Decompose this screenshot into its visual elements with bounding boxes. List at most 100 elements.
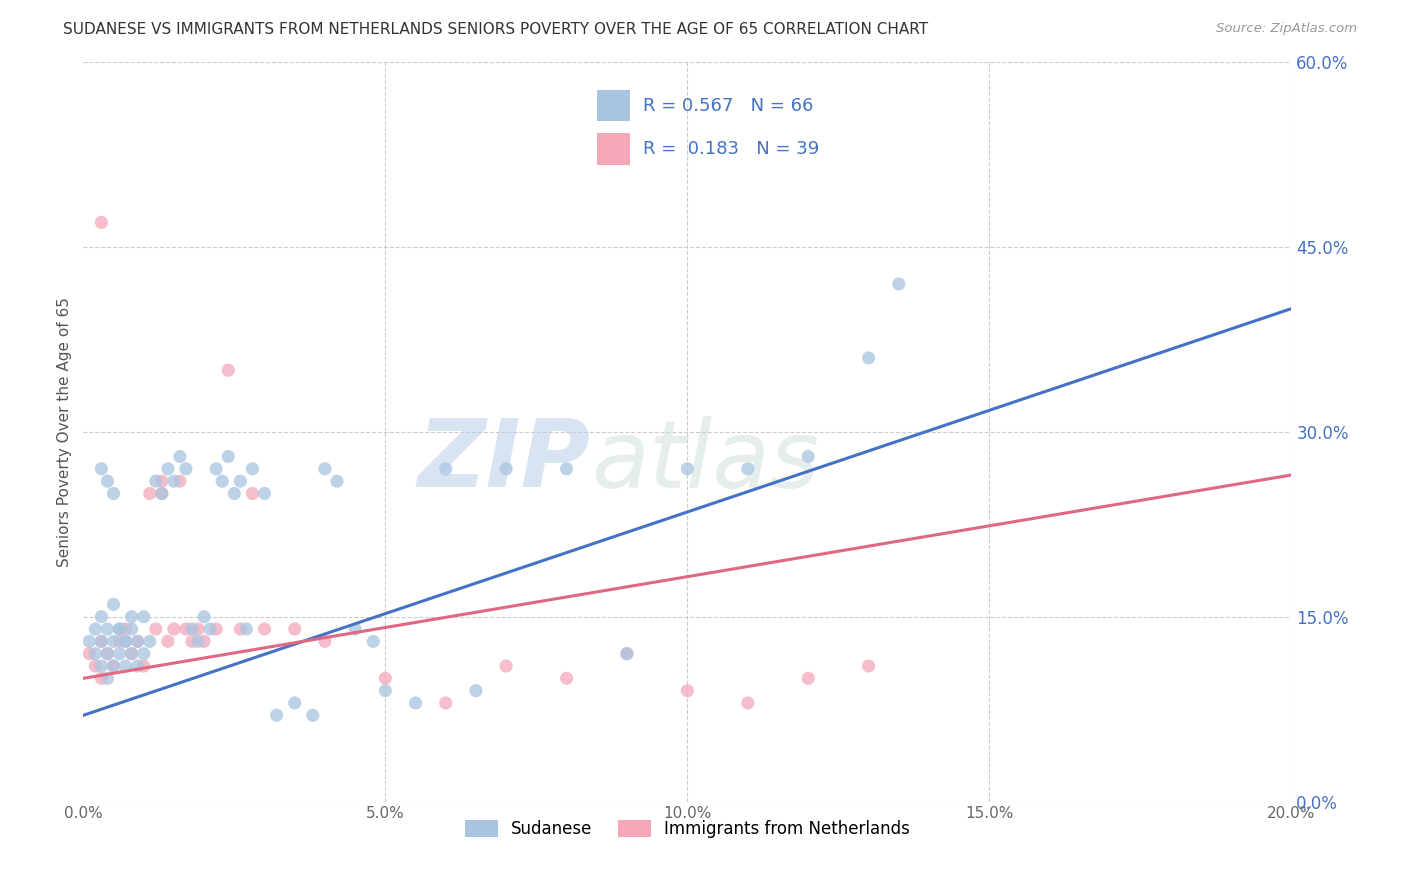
Point (96, 622, 118, 636)
Point (121, 622, 143, 636)
Point (132, 647, 155, 661)
Point (108, 647, 131, 661)
Point (465, 683, 488, 698)
Point (103, 634, 125, 648)
Point (103, 486, 125, 500)
Point (156, 634, 179, 648)
Legend: Sudanese, Immigrants from Netherlands: Sudanese, Immigrants from Netherlands (458, 814, 917, 845)
Point (132, 659, 155, 673)
Point (139, 634, 162, 648)
FancyBboxPatch shape (596, 133, 630, 164)
Point (217, 450, 239, 464)
Point (344, 622, 367, 636)
FancyBboxPatch shape (596, 89, 630, 121)
Point (326, 474, 349, 488)
Point (405, 696, 427, 710)
Point (676, 462, 699, 476)
Point (314, 634, 336, 648)
Point (198, 622, 221, 636)
Point (229, 622, 252, 636)
Y-axis label: Seniors Poverty Over the Age of 65: Seniors Poverty Over the Age of 65 (58, 297, 72, 566)
Point (169, 450, 191, 464)
Point (90, 462, 112, 476)
Point (434, 696, 457, 710)
Point (169, 474, 191, 488)
Point (90, 215, 112, 229)
Point (616, 647, 638, 661)
Point (114, 622, 136, 636)
Point (90, 634, 112, 648)
Point (737, 462, 759, 476)
Point (156, 462, 179, 476)
Point (96, 474, 118, 488)
Point (284, 696, 307, 710)
Point (737, 696, 759, 710)
Point (79, 634, 101, 648)
Point (858, 659, 880, 673)
Point (108, 634, 131, 648)
Point (163, 622, 186, 636)
Point (150, 474, 173, 488)
Point (108, 622, 131, 636)
Point (361, 634, 384, 648)
Point (127, 659, 149, 673)
Point (434, 462, 457, 476)
Point (90, 609, 112, 624)
Point (96, 647, 118, 661)
Point (96, 647, 118, 661)
Point (374, 683, 396, 698)
Point (235, 622, 257, 636)
Point (127, 634, 149, 648)
Text: R = 0.567   N = 66: R = 0.567 N = 66 (643, 96, 813, 114)
Point (797, 450, 820, 464)
Point (114, 634, 136, 648)
Point (242, 486, 264, 500)
Point (266, 708, 288, 723)
Point (121, 609, 143, 624)
Point (150, 486, 173, 500)
Text: R =  0.183   N = 39: R = 0.183 N = 39 (643, 140, 820, 158)
Point (187, 622, 209, 636)
Point (96, 671, 118, 685)
Text: atlas: atlas (591, 416, 818, 507)
Point (90, 671, 112, 685)
Point (555, 671, 578, 685)
Point (103, 659, 125, 673)
Point (90, 659, 112, 673)
Point (145, 622, 167, 636)
Point (114, 659, 136, 673)
Text: ZIP: ZIP (418, 416, 591, 508)
Point (108, 622, 131, 636)
Point (217, 363, 239, 377)
Point (121, 647, 143, 661)
Point (114, 634, 136, 648)
Point (555, 462, 578, 476)
Point (302, 708, 325, 723)
Point (174, 462, 197, 476)
Point (193, 609, 215, 624)
Point (887, 277, 910, 291)
Point (150, 486, 173, 500)
Point (205, 462, 228, 476)
Point (314, 462, 336, 476)
Point (145, 474, 167, 488)
Point (181, 622, 204, 636)
Point (229, 474, 252, 488)
Point (797, 671, 820, 685)
Point (90, 634, 112, 648)
Point (181, 634, 204, 648)
Point (224, 486, 246, 500)
Point (187, 634, 209, 648)
Point (205, 622, 228, 636)
Point (616, 647, 638, 661)
Point (242, 462, 264, 476)
Point (84, 659, 107, 673)
Point (121, 647, 143, 661)
Point (676, 683, 699, 698)
Point (103, 659, 125, 673)
Point (127, 634, 149, 648)
Point (79, 647, 101, 661)
Text: Source: ZipAtlas.com: Source: ZipAtlas.com (1216, 22, 1357, 36)
Point (139, 486, 162, 500)
Point (174, 622, 197, 636)
